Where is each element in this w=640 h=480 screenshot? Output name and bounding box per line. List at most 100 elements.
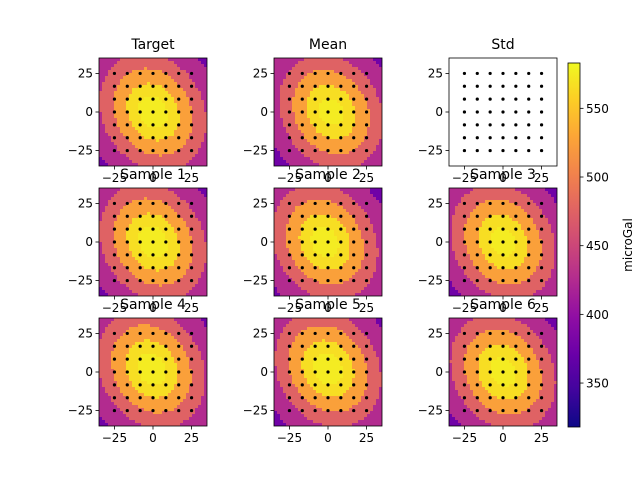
heat-cell (153, 91, 157, 95)
heat-cell (328, 73, 332, 77)
heat-cell (319, 67, 323, 71)
heat-cell (135, 103, 139, 107)
heat-cell (328, 130, 332, 134)
heat-cell (150, 112, 154, 116)
heat-cell (355, 94, 359, 98)
heat-cell (274, 67, 278, 71)
heat-cell (108, 67, 112, 71)
heat-cell (150, 287, 154, 291)
heat-cell (289, 79, 293, 83)
heat-cell (343, 100, 347, 104)
heat-cell (304, 281, 308, 285)
heat-cell (280, 109, 284, 113)
heat-cell (280, 248, 284, 252)
heat-cell (168, 151, 172, 155)
heat-cell (120, 145, 124, 149)
heat-cell (180, 73, 184, 77)
heat-cell (153, 209, 157, 213)
heat-cell (165, 121, 169, 125)
heat-cell (343, 194, 347, 198)
heat-cell (195, 203, 199, 207)
heat-cell (162, 278, 166, 282)
heat-cell (277, 272, 281, 276)
heat-cell (352, 160, 356, 164)
heat-cell (358, 61, 362, 65)
heat-cell (334, 236, 338, 240)
heat-cell (114, 239, 118, 243)
heat-cell (352, 100, 356, 104)
heat-cell (337, 106, 341, 110)
heat-cell (129, 139, 133, 143)
heat-cell (135, 115, 139, 119)
heat-cell (289, 257, 293, 261)
heat-cell (280, 221, 284, 225)
heat-cell (346, 115, 350, 119)
heat-cell (304, 227, 308, 231)
station-point (539, 84, 544, 88)
heat-cell (370, 139, 374, 143)
heat-cell (367, 121, 371, 125)
station-point (287, 110, 292, 114)
heat-cell (177, 58, 181, 62)
heat-cell (180, 242, 184, 246)
heat-cell (144, 100, 148, 104)
heat-cell (186, 293, 190, 296)
heat-cell (129, 278, 133, 282)
heat-cell (322, 278, 326, 282)
heat-cell (277, 124, 281, 128)
heat-cell (129, 133, 133, 137)
heat-cell (352, 88, 356, 92)
station-point (352, 71, 356, 76)
heat-cell (99, 136, 103, 140)
station-point (138, 201, 142, 206)
heat-cell (183, 130, 187, 134)
heat-cell (280, 76, 284, 80)
heat-cell (132, 275, 136, 279)
heat-cell (201, 106, 205, 110)
station-point (539, 123, 544, 127)
heat-cell (198, 82, 202, 86)
heat-cell (165, 284, 169, 288)
heat-cell (129, 127, 133, 131)
heat-cell (192, 290, 196, 294)
x-tick-label: 25 (359, 171, 374, 185)
heat-cell (340, 88, 344, 92)
heat-cell (201, 257, 205, 261)
heat-cell (174, 88, 178, 92)
heat-cell (355, 85, 359, 89)
heat-cell (370, 133, 374, 137)
heat-cell (349, 88, 353, 92)
heat-cell (129, 215, 133, 219)
heat-cell (141, 209, 145, 213)
heat-cell (204, 236, 207, 240)
heat-cell (105, 91, 109, 95)
heat-cell (99, 200, 103, 204)
heat-cell (159, 242, 163, 246)
heat-cell (165, 133, 169, 137)
heat-cell (117, 115, 121, 119)
heat-cell (99, 64, 103, 68)
heat-cell (153, 257, 157, 261)
heat-cell (114, 151, 118, 155)
heat-cell (102, 278, 106, 282)
heat-cell (201, 139, 205, 143)
heat-cell (171, 133, 175, 137)
heat-cell (111, 206, 115, 210)
heat-cell (144, 115, 148, 119)
heat-cell (304, 88, 308, 92)
heat-cell (349, 145, 353, 149)
heat-cell (153, 130, 157, 134)
heat-cell (141, 203, 145, 207)
station-point (177, 110, 181, 114)
heat-cell (322, 133, 326, 137)
heat-cell (144, 67, 148, 71)
heat-cell (277, 67, 281, 71)
heat-cell (310, 61, 314, 65)
heat-cell (192, 188, 196, 192)
heat-cell (307, 85, 311, 89)
heat-cell (195, 257, 199, 261)
heat-cell (346, 163, 350, 166)
heat-cell (198, 239, 202, 243)
heat-cell (346, 67, 350, 71)
heat-cell (162, 191, 166, 195)
